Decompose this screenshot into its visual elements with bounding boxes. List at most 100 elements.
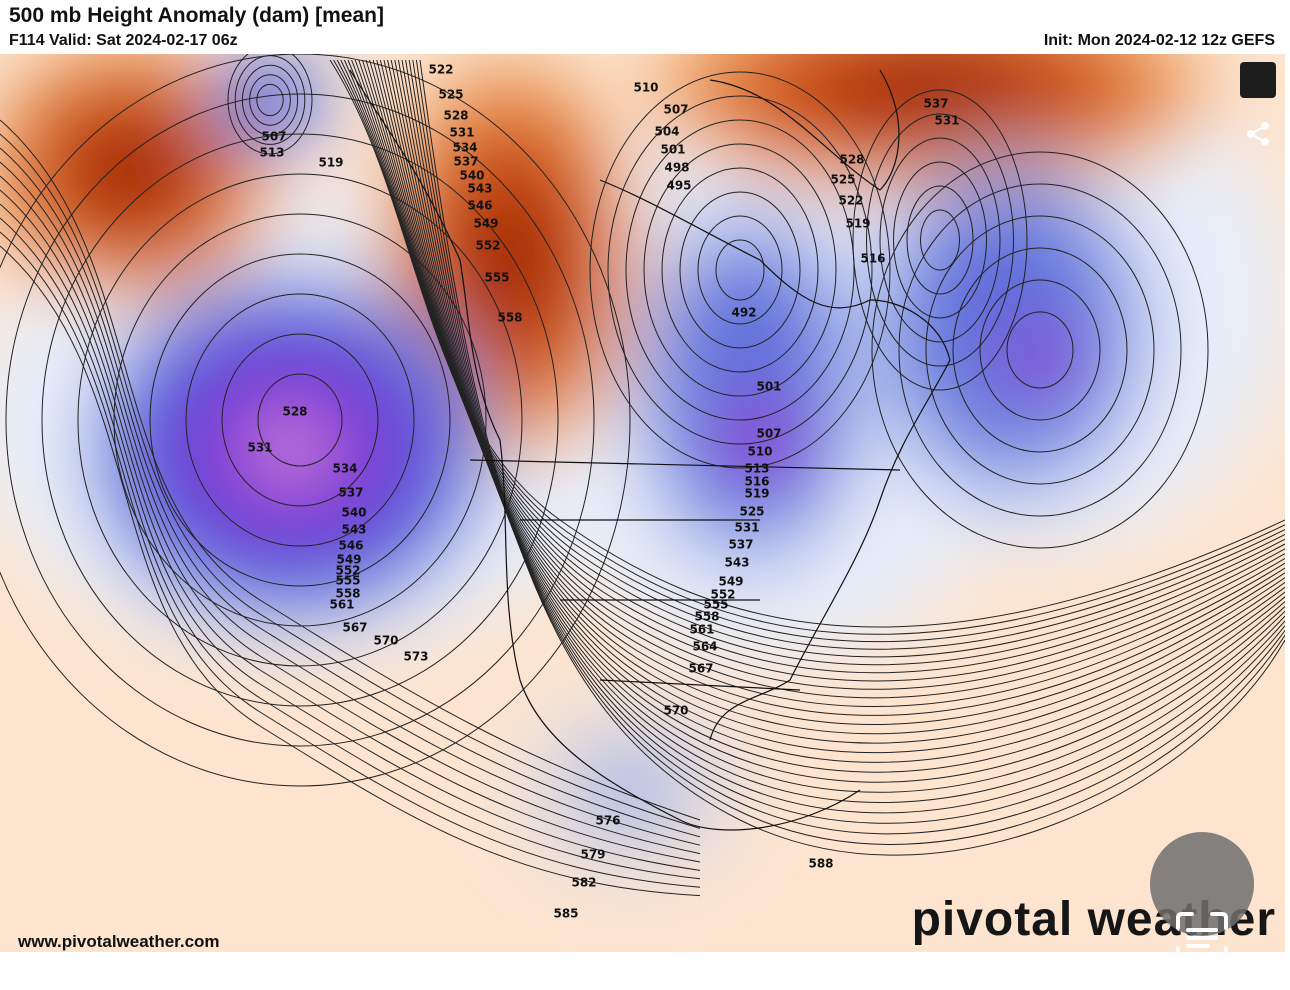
contour	[0, 54, 631, 787]
contour-label: 582	[571, 876, 596, 890]
contour	[405, 59, 1285, 814]
contour-label: 585	[553, 907, 578, 921]
contour	[401, 59, 1285, 803]
contour-label: 567	[342, 621, 367, 635]
contour-label: 579	[580, 848, 605, 862]
contour	[257, 373, 343, 467]
contour-label: 507	[756, 427, 781, 441]
contour-label: 552	[710, 588, 735, 602]
contour	[397, 59, 1285, 793]
contour-label: 531	[449, 126, 474, 140]
contour	[376, 59, 1285, 735]
contour	[412, 59, 1285, 835]
contour	[589, 71, 891, 469]
contour	[415, 59, 1285, 845]
contour-label: 495	[666, 179, 691, 193]
contour	[369, 59, 1285, 716]
screen: 500 mb Height Anomaly (dam) [mean] F114 …	[0, 4, 1285, 964]
contour	[866, 113, 1014, 367]
contour-label: 570	[373, 634, 398, 648]
scan-icon	[1176, 912, 1228, 964]
contour	[625, 119, 855, 421]
contour-label: 519	[318, 156, 343, 170]
contour	[0, 175, 701, 855]
contour	[347, 59, 1285, 666]
contour	[852, 89, 1028, 391]
contour-label: 528	[443, 109, 468, 123]
contour-label: 513	[259, 146, 284, 160]
contour	[221, 333, 379, 507]
contour	[379, 59, 1285, 744]
contour-label: 525	[830, 173, 855, 187]
contour	[249, 74, 291, 126]
contour	[419, 59, 1285, 856]
contour	[0, 189, 701, 863]
contour-label: 537	[923, 97, 948, 111]
contour	[354, 59, 1285, 682]
contour-label: 561	[329, 598, 354, 612]
contour-label: 519	[845, 217, 870, 231]
contour-label: 540	[341, 506, 366, 520]
contour	[925, 215, 1155, 485]
contour-label: 507	[261, 130, 286, 144]
contour-label: 576	[595, 814, 620, 828]
coastlines	[349, 69, 951, 831]
website: www.pivotalweather.com	[18, 932, 220, 951]
contour-label: 492	[731, 306, 756, 320]
contour-label: 570	[663, 704, 688, 718]
contour-label: 540	[459, 169, 484, 183]
contour-label: 567	[688, 662, 713, 676]
contour	[715, 239, 765, 301]
contour-label: 543	[467, 182, 492, 196]
scan-button[interactable]	[1150, 832, 1254, 964]
contour	[113, 213, 487, 627]
contour	[394, 59, 1285, 783]
contour-label: 537	[728, 538, 753, 552]
init-time: Init: Mon 2024-02-12 12z GEFS	[1043, 32, 1275, 49]
contour-label: 546	[338, 539, 363, 553]
contour	[361, 59, 1285, 699]
contour	[185, 293, 415, 547]
contour-label: 552	[475, 239, 500, 253]
contour	[5, 93, 595, 747]
contour	[340, 59, 1285, 650]
contour	[408, 59, 1285, 824]
contour	[256, 83, 284, 117]
contour	[952, 247, 1128, 453]
contour	[0, 119, 701, 821]
contour-label: 564	[692, 640, 717, 654]
contour-lines	[0, 54, 1285, 897]
contour	[0, 231, 701, 888]
contour-label: 522	[428, 63, 453, 77]
contour	[358, 59, 1285, 690]
contour	[1006, 311, 1074, 389]
contour	[41, 133, 559, 707]
contour-label: 558	[497, 311, 522, 325]
contour-labels: 5225255285315345375405435465495525555585…	[247, 63, 959, 921]
contour	[387, 59, 1285, 763]
contour	[871, 151, 1209, 549]
contour-label: 549	[473, 217, 498, 231]
contour-label: 546	[467, 199, 492, 213]
contour-label: 525	[739, 505, 764, 519]
contour-label: 528	[839, 153, 864, 167]
contour	[0, 133, 701, 829]
contour-label: 555	[335, 574, 360, 588]
contour-label: 534	[332, 462, 357, 476]
contour-label: 519	[744, 487, 769, 501]
contour	[906, 185, 974, 295]
contour	[679, 191, 801, 349]
contour	[643, 143, 837, 397]
contour-label: 501	[660, 143, 685, 157]
contour-label: 543	[724, 556, 749, 570]
contour-label: 558	[335, 587, 360, 601]
contour-label: 531	[247, 441, 272, 455]
contour-label: 522	[838, 194, 863, 208]
contour	[0, 203, 701, 871]
share-button[interactable]	[1240, 62, 1276, 146]
contour	[383, 59, 1285, 754]
contour-label: 558	[694, 610, 719, 624]
map: 5225255285315345375405435465495525555585…	[0, 54, 1285, 952]
contour	[661, 167, 819, 373]
contour	[893, 161, 987, 319]
